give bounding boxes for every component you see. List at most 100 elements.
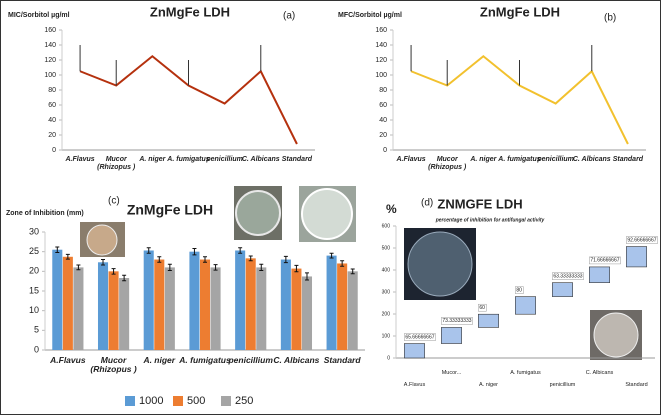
bar	[280, 259, 291, 350]
bar	[478, 313, 499, 328]
y-tick-label: 140	[375, 42, 387, 49]
y-tick-label: 300	[382, 289, 391, 295]
bar	[210, 267, 221, 350]
x-tick-label: A. niger	[479, 382, 498, 388]
error-bar	[167, 263, 172, 272]
error-bar	[157, 256, 162, 263]
error-bar	[213, 264, 218, 271]
y-tick-label: 120	[44, 57, 56, 64]
x-tick-label: Mucor (Rhizopus )	[90, 355, 137, 375]
x-tick-label: A. fumigatus	[179, 355, 231, 365]
bar	[62, 256, 73, 350]
error-bar	[248, 255, 253, 262]
y-tick-label: 60	[379, 102, 387, 109]
error-bar	[294, 264, 299, 273]
error-bar	[146, 247, 151, 254]
x-tick-label: Standard	[625, 382, 648, 388]
error-bar	[304, 272, 309, 281]
chart-panel: ZnMgFe LDH MIC/Sorbitol µg/ml (a) 0 20 40 60 80…	[8, 4, 315, 154]
y-tick-label: 100	[375, 72, 387, 79]
bar	[589, 266, 610, 283]
y-axis-label: MIC/Sorbitol µg/ml	[8, 12, 70, 19]
bar	[108, 271, 119, 350]
y-axis-label: Zone of Inhibition (mm)	[6, 210, 84, 217]
bar	[626, 246, 647, 268]
x-tick-label: Mucor (Rhizopus )	[97, 156, 136, 171]
chart-panel: ZnMgFe LDH MFC/Sorbitol µg/ml (b) 0 20 40 60 80…	[338, 4, 646, 154]
x-tick-label: A. niger	[139, 156, 166, 163]
y-tick-label: 500	[382, 245, 391, 251]
x-tick-label: penicillium	[537, 156, 574, 163]
value-label: 80	[516, 287, 522, 293]
panel-label: (c)	[108, 196, 120, 207]
error-bar	[101, 259, 106, 266]
value-label: 71.66666667	[590, 258, 619, 264]
bar	[337, 263, 348, 350]
photo	[593, 312, 639, 358]
photo	[301, 188, 353, 240]
y-tick-label: 200	[382, 311, 391, 317]
y-tick-label: 20	[29, 266, 39, 276]
error-bar	[55, 246, 60, 253]
error-bar	[76, 264, 81, 271]
x-tick-label: penicillium	[549, 382, 576, 388]
y-tick-label: 20	[48, 132, 56, 139]
y-tick-label: 160	[375, 27, 387, 34]
y-axis-label: %	[386, 202, 397, 216]
y-tick-label: 600	[382, 223, 391, 229]
value-label: 92.66666667	[627, 237, 656, 243]
y-tick-label: 0	[34, 344, 39, 354]
value-label-box	[478, 303, 487, 312]
x-tick-label: A. fumigatus	[498, 156, 541, 163]
x-tick-label: penicillium	[206, 156, 243, 163]
y-tick-label: 0	[383, 147, 387, 154]
bar	[73, 267, 84, 350]
error-bar	[340, 260, 345, 267]
x-tick-label: A. niger	[143, 355, 176, 365]
bar	[441, 327, 462, 344]
x-tick-label: A.Flavus	[50, 355, 86, 365]
x-tick-label: A.Flavus	[403, 382, 426, 388]
chart-title: ZNMGFE LDH	[437, 196, 522, 211]
x-tick-label: penicillium	[228, 355, 273, 365]
bar	[347, 271, 358, 350]
photo	[86, 224, 118, 256]
y-tick-label: 140	[44, 42, 56, 49]
x-tick-label: Mucor (Rhizopus )	[428, 156, 467, 171]
y-axis-label: MFC/Sorbitol µg/ml	[338, 12, 402, 19]
y-tick-label: 160	[44, 27, 56, 34]
chart-panel: ZNMGFE LDH% (d) percentage of inhibition f…	[382, 196, 658, 361]
chart-title: ZnMgFe LDH	[150, 4, 230, 19]
bar	[97, 262, 109, 350]
error-bar	[259, 263, 264, 272]
value-label: 60	[479, 305, 485, 311]
y-tick-label: 60	[48, 102, 56, 109]
chart-panel: ZnMgFe LDH Zone of Inhibition (mm) (c) 0 5 10…	[6, 196, 365, 407]
error-bar	[203, 256, 207, 263]
bar	[143, 250, 154, 350]
value-label-box	[441, 317, 473, 325]
x-tick-label: Mucor...	[441, 370, 462, 376]
bar	[245, 258, 256, 350]
x-tick-label: Standard	[323, 355, 361, 365]
y-tick-label: 0	[52, 147, 56, 154]
petri-dish-photos	[80, 186, 642, 360]
legend-label: 1000	[139, 395, 163, 407]
value-label: 63.33333333	[553, 274, 582, 280]
bar	[119, 278, 130, 350]
bar	[189, 251, 200, 350]
y-tick-label: 40	[48, 117, 56, 124]
x-tick-label: Standard	[281, 156, 313, 163]
x-tick-label: Standard	[612, 156, 644, 163]
y-tick-label: 5	[34, 325, 39, 335]
error-bar	[350, 268, 355, 275]
bar	[404, 343, 425, 359]
y-tick-label: 30	[29, 226, 39, 236]
y-tick-label: 80	[379, 87, 387, 94]
x-tick-label: A. fumigatus	[510, 370, 541, 376]
value-label: 65.66666667	[405, 334, 434, 340]
y-tick-label: 80	[48, 87, 56, 94]
bar	[154, 259, 165, 350]
